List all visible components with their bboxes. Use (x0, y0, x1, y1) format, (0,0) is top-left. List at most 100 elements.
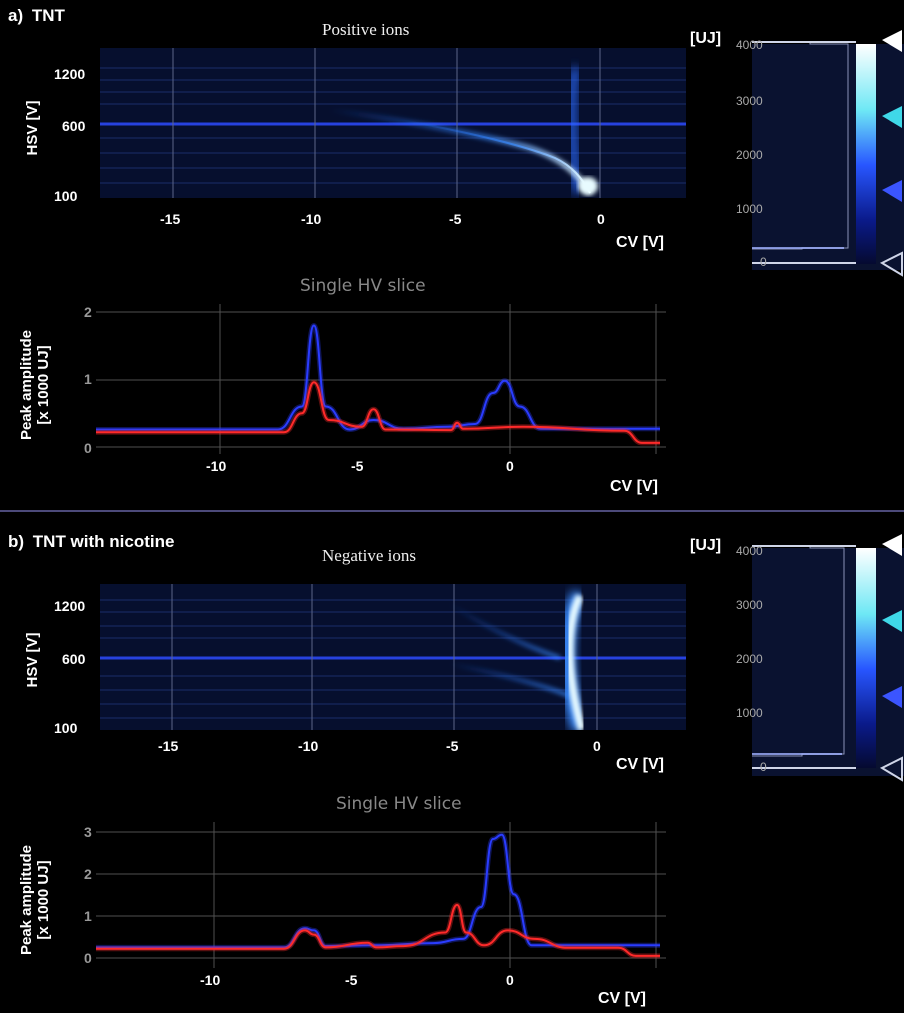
slice-a-ylabel-line1: Peak amplitude (18, 329, 35, 441)
colorbar-b-svg (752, 534, 903, 782)
heatmap-a-ytick-2: 100 (54, 188, 78, 204)
heatmap-a-ylabel: HSV [V] (24, 100, 41, 156)
slice-b-xtick-0: -10 (200, 972, 221, 988)
heatmap-a-vgrid (172, 48, 601, 198)
colorbar-a-tick-3: 1000 (736, 202, 763, 216)
slice-b-ylabel-line1: Peak amplitude (18, 844, 35, 956)
colorbar-b-tick-4: 0 (760, 760, 767, 774)
heatmap-b (100, 584, 686, 730)
slice-a-ytick-2: 0 (84, 440, 92, 456)
slice-b-ylabel-line2: [x 1000 UJ] (35, 860, 52, 940)
slice-b-xtick-1: -5 (345, 972, 358, 988)
colorbar-a-unit: [UJ] (690, 30, 722, 47)
colorbar-b-tick-1: 3000 (736, 598, 763, 612)
heatmap-b-ytick-1: 600 (62, 651, 86, 667)
heatmap-a-hlines (100, 67, 686, 184)
colorbar-b-unit: [UJ] (690, 537, 722, 554)
heatmap-a-title: Positive ions (322, 20, 410, 39)
colorbar-a-tick-4: 0 (760, 255, 767, 269)
panel-b-sample: TNT with nicotine (32, 532, 175, 551)
heatmap-a-curve (329, 107, 593, 195)
slice-b-xlabel: CV [V] (598, 990, 646, 1007)
panel-b-label: b) TNT with nicotine (8, 532, 174, 552)
heatmap-b-vertical-band (565, 594, 586, 730)
slice-a-ytick-1: 1 (84, 371, 92, 387)
heatmap-a-xtick-2: -5 (449, 211, 462, 227)
slice-b-series-1-line (96, 903, 660, 957)
slice-a-xtick-0: -10 (206, 458, 227, 474)
heatmap-b-xtick-1: -10 (298, 738, 319, 754)
heatmap-b-faint-branch (448, 602, 561, 660)
colorbar-a (752, 30, 904, 277)
panel-b-letter: b) (8, 532, 25, 551)
slice-a-xtick-2: 0 (506, 458, 514, 474)
slice-a-ytick-0: 2 (84, 304, 92, 320)
heatmap-a (100, 48, 686, 198)
heatmap-a-xtick-0: -15 (160, 211, 181, 227)
colorbar-a-tick-2: 2000 (736, 148, 763, 162)
heatmap-b-xlabel: CV [V] (616, 756, 664, 773)
heatmap-b-lower-branch (449, 662, 571, 698)
colorbar-b-histogram (752, 545, 845, 757)
panel-divider (0, 510, 904, 512)
slice-b-ytick-1: 2 (84, 866, 92, 882)
slice-b-plot (96, 822, 666, 968)
heatmap-a-curve-core (399, 119, 591, 194)
colorbar-a-marker-top[interactable] (882, 30, 902, 52)
heatmap-b-ylabel: HSV [V] (24, 632, 41, 688)
heatmap-b-hlines (100, 599, 686, 719)
panel-a-sample: TNT (31, 6, 65, 25)
slice-b-series-0-line (96, 833, 660, 949)
slice-b-grid (96, 822, 666, 968)
slice-b-ylabel: Peak amplitude [x 1000 UJ] (18, 810, 52, 990)
colorbar-a-svg (752, 30, 903, 277)
slice-a-series (95, 322, 660, 446)
colorbar-b-marker-bottom[interactable] (879, 756, 903, 782)
slice-b-title: Single HV slice (336, 794, 462, 814)
heatmap-b-xtick-3: 0 (593, 738, 601, 754)
slice-b-xtick-2: 0 (506, 972, 514, 988)
colorbar-a-marker-blue[interactable] (882, 180, 902, 202)
slice-a-ylabel-line2: [x 1000 UJ] (35, 345, 52, 425)
heatmap-b-svg (100, 584, 686, 730)
slice-a-title: Single HV slice (300, 276, 426, 296)
heatmap-b-xtick-0: -15 (158, 738, 179, 754)
slice-a-xlabel: CV [V] (610, 478, 658, 495)
slice-b-ytick-3: 0 (84, 950, 92, 966)
panel-a-label: a) TNT (8, 6, 65, 26)
heatmap-a-xtick-1: -10 (301, 211, 322, 227)
heatmap-b-ytick-2: 100 (54, 720, 78, 736)
colorbar-b (752, 534, 904, 782)
heatmap-a-ytick-0: 1200 (54, 66, 86, 82)
heatmap-a-svg (100, 48, 686, 198)
colorbar-a-marker-cyan[interactable] (882, 106, 902, 128)
heatmap-a-ytick-1: 600 (62, 118, 86, 134)
colorbar-a-tick-1: 3000 (736, 94, 763, 108)
colorbar-b-gradient (856, 548, 876, 768)
heatmap-a-hotspot (578, 177, 598, 195)
colorbar-b-marker-blue[interactable] (882, 686, 902, 708)
colorbar-b-marker-cyan[interactable] (882, 610, 902, 632)
slice-b-ytick-2: 1 (84, 908, 92, 924)
heatmap-b-ytick-0: 1200 (54, 598, 86, 614)
heatmap-a-xtick-3: 0 (597, 211, 605, 227)
colorbar-b-tick-2: 2000 (736, 652, 763, 666)
slice-a-series-1-line (95, 381, 660, 444)
colorbar-a-gradient (856, 44, 876, 264)
colorbar-a-marker-bottom[interactable] (879, 251, 903, 277)
heatmap-b-xtick-2: -5 (446, 738, 459, 754)
colorbar-a-tick-0: 4000 (736, 38, 763, 52)
colorbar-b-tick-0: 4000 (736, 544, 763, 558)
colorbar-b-marker-top[interactable] (882, 534, 902, 556)
slice-b-series (96, 832, 660, 959)
heatmap-a-xlabel: CV [V] (616, 234, 664, 251)
slice-b-ytick-0: 3 (84, 824, 92, 840)
slice-b-series-0-glow (96, 832, 660, 950)
colorbar-a-histogram (752, 41, 849, 250)
colorbar-b-tick-3: 1000 (736, 706, 763, 720)
slice-a-plot (95, 304, 666, 454)
heatmap-b-title: Negative ions (322, 546, 416, 565)
slice-a-ylabel: Peak amplitude [x 1000 UJ] (18, 300, 52, 470)
panel-a-letter: a) (8, 6, 24, 25)
slice-a-xtick-1: -5 (351, 458, 364, 474)
